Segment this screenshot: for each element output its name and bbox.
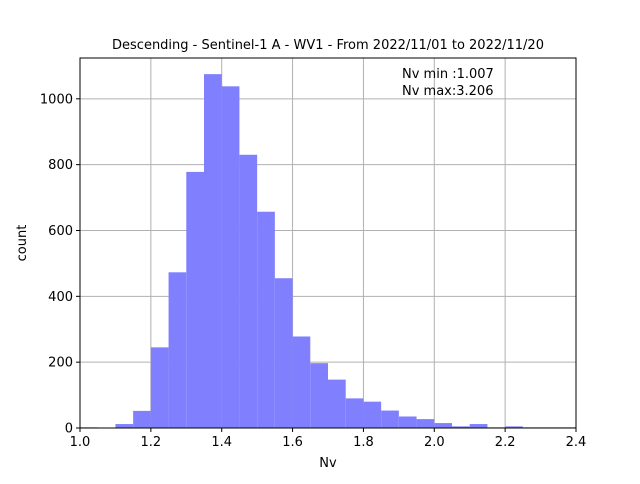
histogram-bar bbox=[115, 424, 134, 428]
histogram-bar bbox=[452, 426, 470, 428]
y-axis-label: count bbox=[15, 225, 30, 262]
histogram-bar bbox=[363, 401, 382, 428]
y-axis-ticks: 0 200 400 600 800 1000 bbox=[40, 92, 80, 437]
histogram-bars bbox=[80, 74, 576, 429]
histogram-bar bbox=[469, 424, 488, 428]
annotation-nv-min: Nv min :1.007 bbox=[402, 67, 494, 82]
y-tick-label: 400 bbox=[48, 290, 73, 305]
histogram-bar bbox=[434, 423, 452, 428]
plot-frame bbox=[79, 57, 577, 429]
y-tick-label: 1000 bbox=[40, 92, 73, 107]
histogram-bar bbox=[345, 398, 364, 428]
histogram-bar bbox=[257, 211, 275, 428]
histogram-bar bbox=[150, 347, 169, 428]
x-tick-label: 1.4 bbox=[211, 435, 232, 450]
x-tick-label: 2.0 bbox=[424, 435, 445, 450]
y-tick-label: 800 bbox=[48, 158, 73, 173]
histogram-bar bbox=[328, 379, 346, 428]
histogram-bar bbox=[168, 272, 187, 428]
histogram-bar bbox=[204, 74, 222, 429]
histogram-bar bbox=[381, 410, 399, 428]
x-axis-ticks: 1.0 1.2 1.4 1.6 1.8 2.0 2.2 2.4 bbox=[70, 428, 587, 450]
x-tick-label: 2.2 bbox=[495, 435, 516, 450]
y-tick-label: 0 bbox=[65, 422, 73, 437]
histogram-bar bbox=[186, 171, 204, 428]
annotation-nv-max: Nv max:3.206 bbox=[402, 84, 493, 99]
histogram-bar bbox=[416, 419, 435, 428]
x-tick-label: 1.0 bbox=[70, 435, 91, 450]
histogram-bar bbox=[221, 86, 240, 429]
histogram-bar bbox=[292, 336, 311, 428]
histogram-bar bbox=[133, 410, 151, 428]
histogram-bar bbox=[398, 416, 417, 428]
y-tick-label: 600 bbox=[48, 224, 73, 239]
grid-lines bbox=[79, 58, 577, 429]
histogram-bar bbox=[239, 154, 258, 428]
x-axis-label: Nv bbox=[319, 456, 337, 471]
x-tick-label: 2.4 bbox=[566, 435, 587, 450]
chart-title: Descending - Sentinel-1 A - WV1 - From 2… bbox=[112, 38, 544, 53]
histogram-bar bbox=[505, 426, 523, 428]
x-tick-label: 1.8 bbox=[353, 435, 374, 450]
histogram-bar bbox=[310, 363, 328, 428]
y-tick-label: 200 bbox=[48, 356, 73, 371]
x-tick-label: 1.2 bbox=[141, 435, 162, 450]
x-tick-label: 1.6 bbox=[282, 435, 303, 450]
histogram-bar bbox=[274, 278, 293, 428]
